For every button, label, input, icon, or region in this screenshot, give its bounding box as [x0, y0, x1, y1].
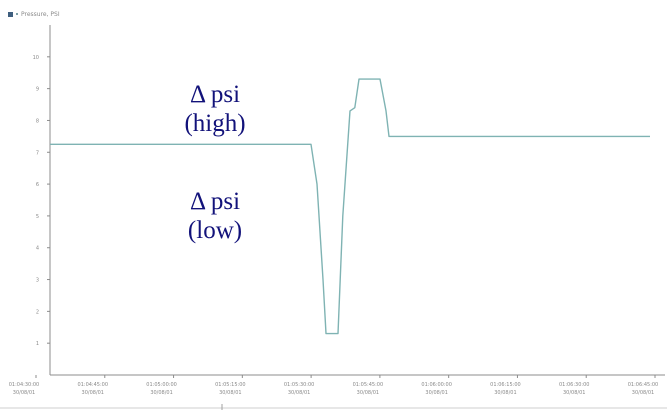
series-line — [50, 78, 650, 335]
x-tick-label-date: 30/08/01 — [494, 390, 516, 396]
y-tick-label: 1 — [36, 341, 39, 347]
series-layer — [50, 78, 650, 335]
annotation-low-line2: (low) — [187, 217, 243, 244]
x-tick-label-date: 30/08/01 — [632, 390, 654, 396]
annotation-delta-high: Δ psi (high) — [140, 80, 290, 138]
y-tick-label: 2 — [36, 309, 39, 315]
legend-label: Pressure, PSI — [21, 10, 60, 18]
x-tick-label-time: 01:04:30:00 — [9, 382, 40, 388]
x-tick-label-date: 30/08/01 — [13, 390, 35, 396]
x-tick-label-time: 01:06:30:00 — [559, 382, 590, 388]
y-tick-label: 7 — [36, 150, 39, 156]
x-tick-label-time: 01:06:15:00 — [490, 382, 521, 388]
annotation-high-line2: (high) — [184, 110, 246, 137]
y-tick-label: 10 — [33, 55, 39, 61]
y-ticks: 1 2 3 4 5 6 7 8 9 10 — [33, 55, 50, 347]
x-tick-label-time: 01:05:00:00 — [146, 382, 177, 388]
y-tick-label: 4 — [36, 246, 39, 252]
annotation-delta-low: Δ psi (low) — [140, 187, 290, 245]
legend-dot — [16, 13, 18, 15]
x-tick-label-date: 30/08/01 — [357, 390, 379, 396]
legend: Pressure, PSI — [8, 9, 60, 19]
x-ticks: 01:04:30:00 30/08/01 01:04:45:00 30/08/01 01… — [9, 375, 659, 396]
annotation-high-line1: Δ psi — [189, 81, 241, 108]
x-tick-label-date: 30/08/01 — [288, 390, 310, 396]
x-tick-label-time: 01:05:15:00 — [215, 382, 246, 388]
x-tick-label-time: 01:06:00:00 — [421, 382, 452, 388]
x-tick-label-time: 01:05:45:00 — [353, 382, 384, 388]
y-tick-label: 3 — [36, 278, 39, 284]
x-tick-label-time: 01:04:45:00 — [78, 382, 109, 388]
x-tick-label-time: 01:06:45:00 — [628, 382, 659, 388]
x-tick-label-date: 30/08/01 — [425, 390, 447, 396]
x-tick-label-date: 30/08/01 — [82, 390, 104, 396]
x-tick-label-time: 01:05:30:00 — [284, 382, 315, 388]
y-tick-label: 9 — [36, 87, 39, 93]
x-tick-label-date: 30/08/01 — [150, 390, 172, 396]
y-tick-label: 5 — [36, 214, 39, 220]
y-tick-label: 6 — [36, 182, 39, 188]
annotation-low-line1: Δ psi — [189, 188, 241, 215]
x-tick-label-date: 30/08/01 — [219, 390, 241, 396]
y-tick-label: 8 — [36, 118, 39, 124]
legend-swatch — [8, 11, 13, 17]
x-tick-label-date: 30/08/01 — [563, 390, 585, 396]
